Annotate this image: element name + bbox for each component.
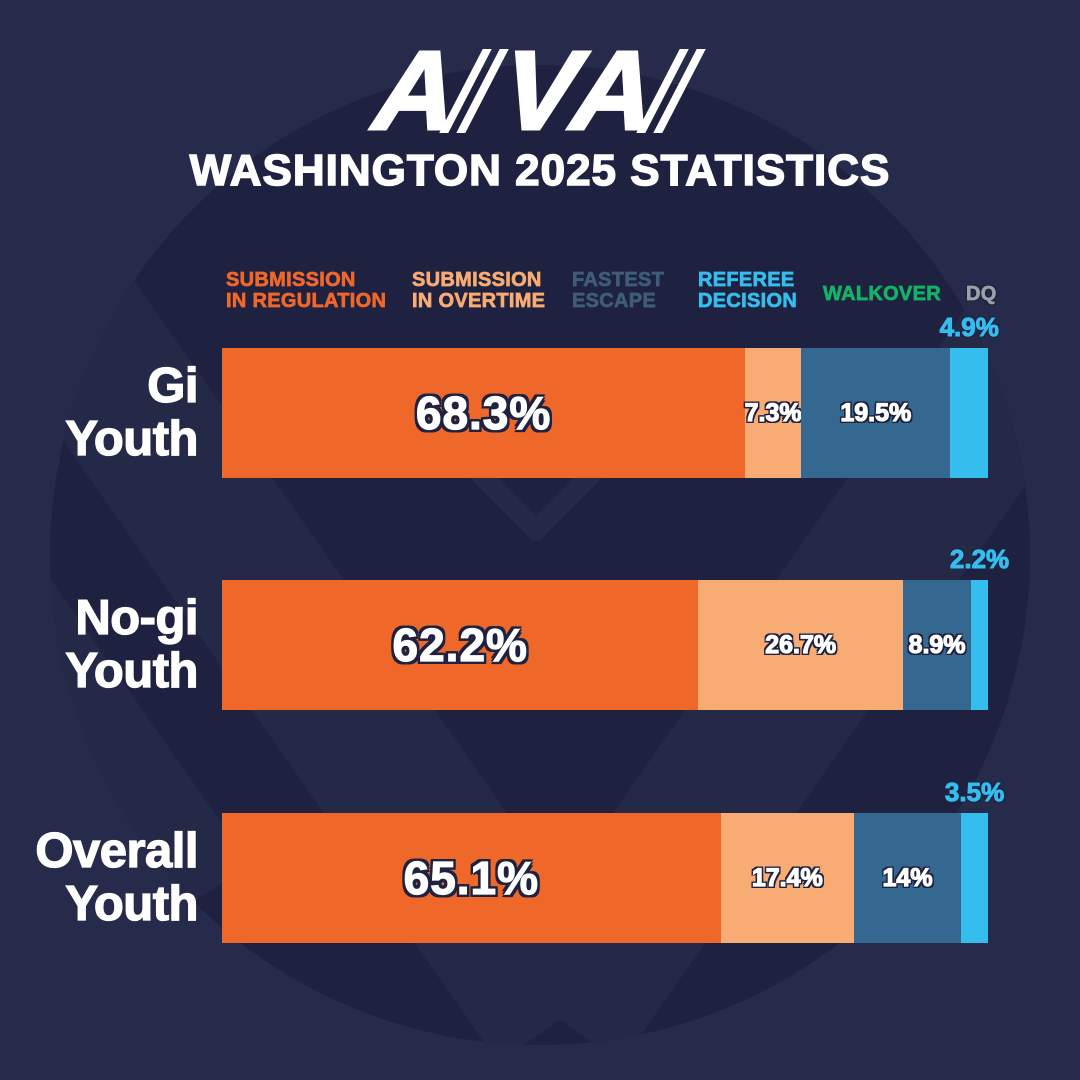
bar-segment-value: 26.7% [765,630,837,659]
legend-item-referee-decision: REFEREE DECISION [698,269,798,312]
legend-item-label: WALKOVER [823,283,941,305]
chart-row-overall-youth: Overall Youth 65.1% 17.4% 14% 3.5% [0,777,1080,943]
bar-segment-value: 65.1% [403,851,540,904]
category-label-line: Youth [65,644,199,698]
bar-segment-value: 4.9% [939,312,999,343]
legend-item-label: IN OVERTIME [412,290,546,312]
bar-segment-value: 3.5% [944,777,1005,808]
legend-item-fastest-escape: FASTEST ESCAPE [572,269,665,312]
bar-segment-value: 2.2% [949,544,1010,575]
bar-segment-submission-in-regulation: 65.1% [222,813,721,943]
category-label: Overall Youth [0,813,199,943]
legend-item-label: ESCAPE [572,290,657,312]
bar-segment-referee-decision: 2.2% [949,544,1010,710]
category-label-line: Overall [35,824,199,878]
legend-item-label: FASTEST [572,269,665,291]
bar-segment-value: 19.5% [840,398,912,427]
bar-segment-value: 17.4% [751,863,823,892]
bar-segment-fastest-escape: 14% [853,813,962,943]
bar-segment-fastest-escape: 19.5% [801,348,951,478]
category-label: Gi Youth [0,348,200,478]
legend-item-dq: DQ [966,283,997,305]
page-title: WASHINGTON 2025 STATISTICS [189,145,891,196]
bar-segment-referee-decision: 4.9% [939,312,999,478]
bar-segment-referee-decision: 3.5% [944,777,1005,943]
bar-segment-value: 62.2% [392,618,528,671]
legend-item-label: IN REGULATION [226,290,387,312]
legend-item-walkover: WALKOVER [823,283,941,305]
bar-segment-submission-in-overtime: 17.4% [720,813,854,943]
chart-row-gi-youth: Gi Youth 68.3% 7.3% 19.5% 4.9% [0,312,1080,478]
legend-item-label: DQ [966,283,997,305]
category-label: No-gi Youth [0,580,199,710]
category-label-line: Youth [65,412,199,466]
category-label-line: Gi [147,359,200,413]
bar-track: 65.1% 17.4% 14% 3.5% [222,777,1005,943]
bar-segment-value: 7.3% [744,398,802,427]
category-label-line: No-gi [75,591,199,645]
legend-item-submission-in-overtime: SUBMISSION IN OVERTIME [412,269,546,312]
bar-track: 68.3% 7.3% 19.5% 4.9% [222,312,999,478]
bar-segment-submission-in-overtime: 7.3% [744,348,802,478]
legend-item-label: SUBMISSION [412,269,542,291]
bar-track: 62.2% 26.7% 8.9% 2.2% [222,544,1010,710]
legend-item-label: REFEREE [698,269,795,291]
chart-row-no-gi-youth: No-gi Youth 62.2% 26.7% 8.9% 2.2% [0,544,1080,710]
bar-segment-value: 14% [882,863,933,892]
bar-segment-value: 8.9% [908,630,966,659]
bar-segment-submission-in-overtime: 26.7% [698,580,903,710]
legend-item-label: DECISION [698,290,798,312]
category-label-line: Youth [65,877,199,931]
bar-segment-value: 68.3% [415,386,552,439]
legend-item-submission-in-regulation: SUBMISSION IN REGULATION [226,269,387,312]
bar-segment-submission-in-regulation: 62.2% [222,580,699,710]
legend-item-label: SUBMISSION [226,269,356,291]
bar-segment-submission-in-regulation: 68.3% [222,348,746,478]
bar-segment-fastest-escape: 8.9% [902,580,972,710]
